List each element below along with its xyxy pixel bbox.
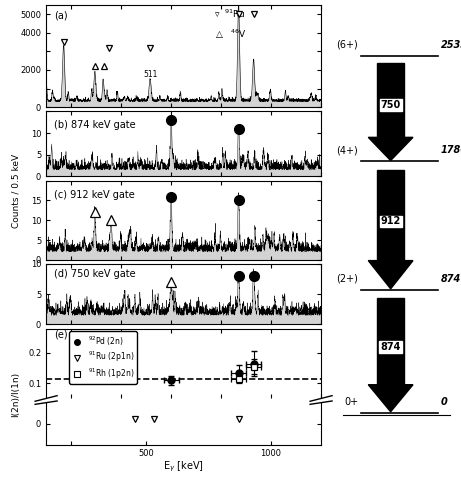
X-axis label: E$_\gamma$ [keV]: E$_\gamma$ [keV] [163,460,204,474]
Text: (a): (a) [54,10,68,20]
Bar [378,64,404,142]
Text: 874: 874 [380,342,401,352]
Text: (4+): (4+) [337,145,358,155]
Text: 0+: 0+ [344,397,358,407]
Text: 750: 750 [380,99,401,109]
Text: $\triangle$  $^{46}$V: $\triangle$ $^{46}$V [214,27,247,41]
Text: 874: 874 [441,273,461,283]
Bar [378,298,404,391]
Text: 511: 511 [143,70,157,79]
Text: 1786: 1786 [441,145,461,155]
Text: $\triangledown$  $^{91}$Ru: $\triangledown$ $^{91}$Ru [214,8,246,20]
Text: I(2n)/I(1n): I(2n)/I(1n) [12,372,21,417]
Text: (d) 750 keV gate: (d) 750 keV gate [54,269,136,279]
Text: (e): (e) [54,329,68,339]
Polygon shape [368,137,413,161]
Text: 0: 0 [441,397,448,407]
Text: (2+): (2+) [337,273,358,283]
Text: 912: 912 [380,217,401,227]
Text: 2535: 2535 [441,40,461,50]
Text: (c) 912 keV gate: (c) 912 keV gate [54,190,135,200]
Bar [378,170,404,267]
Text: Counts / 0.5 keV: Counts / 0.5 keV [12,154,21,228]
Polygon shape [368,385,413,412]
Legend: $^{92}$Pd (2n), $^{91}$Ru (2p1n), $^{91}$Rh (1p2n): $^{92}$Pd (2n), $^{91}$Ru (2p1n), $^{91}… [69,331,137,384]
Text: (6+): (6+) [337,40,358,50]
Polygon shape [368,261,413,289]
Text: (b) 874 keV gate: (b) 874 keV gate [54,120,136,130]
